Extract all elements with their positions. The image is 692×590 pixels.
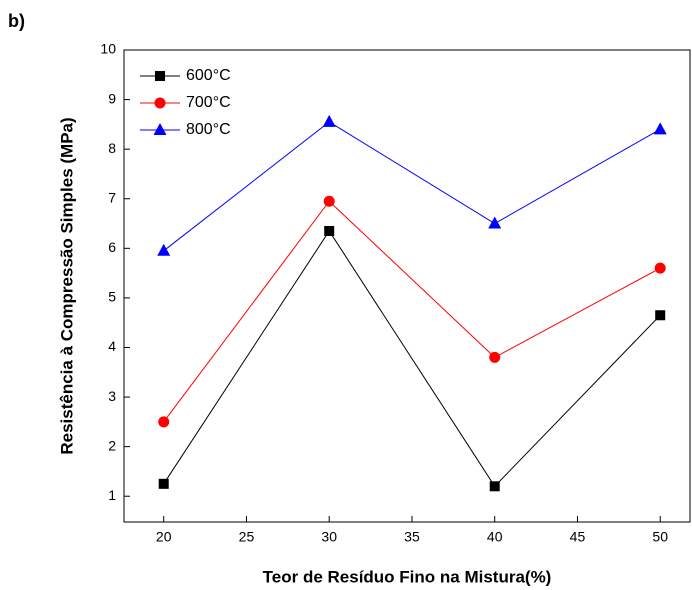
y-tick-label: 6 (108, 239, 116, 255)
marker (158, 478, 169, 489)
marker (158, 416, 170, 428)
y-tick-label: 8 (108, 140, 116, 156)
legend-label: 800°C (186, 121, 231, 138)
legend-label: 600°C (186, 67, 231, 84)
marker (324, 225, 335, 236)
y-tick-label: 9 (108, 90, 116, 106)
y-tick-label: 2 (108, 437, 116, 453)
marker (655, 310, 666, 321)
marker (654, 262, 666, 274)
y-axis-title: Resistência à Compressão Simples (MPa) (57, 117, 76, 454)
x-tick-label: 25 (239, 529, 255, 545)
legend-marker (155, 71, 165, 81)
y-tick-label: 4 (108, 338, 116, 354)
y-tick-label: 3 (108, 388, 116, 404)
y-tick-label: 10 (100, 41, 116, 57)
x-tick-label: 40 (487, 529, 503, 545)
marker (157, 243, 171, 256)
series-line (163, 121, 661, 252)
marker (488, 216, 502, 229)
legend-marker (153, 123, 167, 135)
y-tick-label: 7 (108, 189, 116, 205)
x-tick-label: 35 (404, 529, 420, 545)
y-tick-label: 5 (108, 289, 116, 305)
marker (653, 122, 667, 135)
x-tick-label: 45 (570, 529, 586, 545)
plot-frame (123, 49, 691, 523)
series-line (163, 230, 661, 488)
legend-marker (154, 97, 166, 109)
x-tick-label: 30 (321, 529, 337, 545)
y-tick-label: 1 (108, 487, 116, 503)
marker (323, 195, 335, 207)
legend-label: 700°C (186, 94, 231, 111)
panel-label: b) (8, 11, 25, 31)
x-tick-label: 50 (652, 529, 668, 545)
marker (489, 481, 500, 492)
marker (322, 114, 336, 127)
x-tick-label: 20 (156, 529, 172, 545)
x-axis-title: Teor de Resíduo Fino na Mistura(%) (263, 567, 552, 586)
marker (489, 351, 501, 363)
series-line (163, 200, 661, 423)
